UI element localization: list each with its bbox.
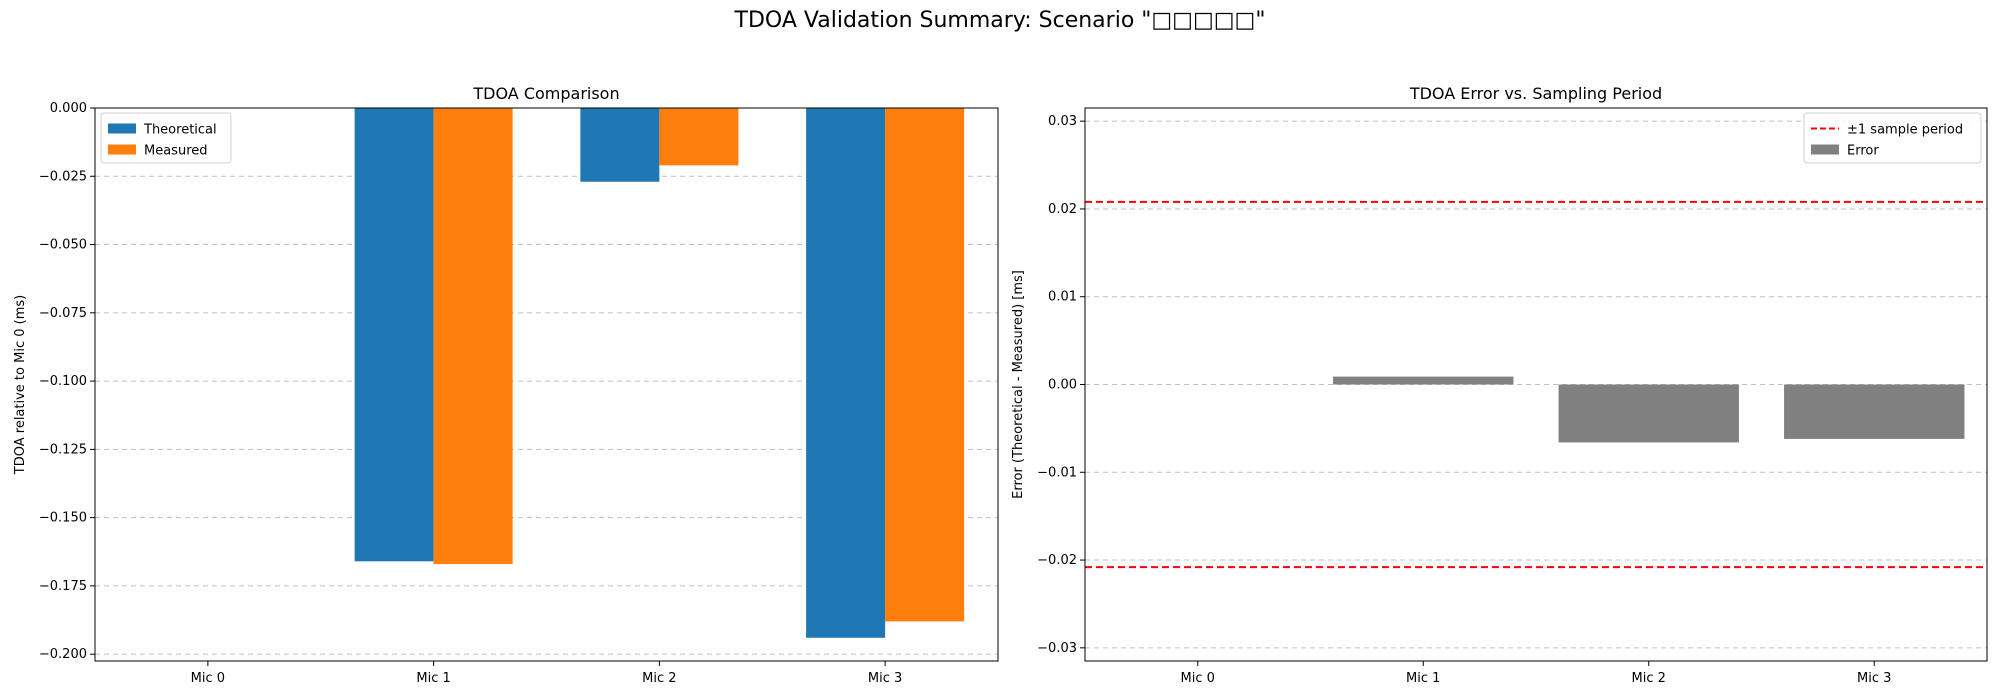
chart-title: TDOA Error vs. Sampling Period	[1409, 84, 1662, 103]
y-tick-label: 0.03	[1048, 114, 1077, 129]
y-tick-label: −0.125	[39, 442, 87, 457]
x-tick-label: Mic 3	[1857, 671, 1891, 686]
x-tick-label: Mic 3	[868, 671, 902, 686]
y-axis-label: Error (Theoretical - Measured) [ms]	[1011, 270, 1026, 499]
y-tick-label: 0.01	[1048, 290, 1077, 305]
y-tick-label: 0.00	[1048, 378, 1077, 393]
legend-swatch	[108, 123, 136, 134]
legend-box	[1803, 112, 1982, 164]
y-tick-label: −0.075	[39, 306, 87, 321]
y-tick-label: −0.175	[39, 579, 87, 594]
y-axis-label: TDOA relative to Mic 0 (ms)	[13, 295, 28, 475]
y-tick-label: −0.025	[39, 169, 87, 184]
y-tick-label: −0.03	[1037, 641, 1077, 656]
bar-error-mic-3	[1784, 384, 1965, 439]
bar-theoretical-mic-2	[580, 108, 660, 182]
bar-measured-mic-1	[433, 108, 513, 565]
legend-label: Error	[1847, 144, 1879, 159]
y-tick-label: −0.01	[1037, 465, 1077, 480]
legend-label: Measured	[144, 144, 208, 159]
y-tick-label: −0.050	[39, 238, 87, 253]
legend-label: ±1 sample period	[1847, 123, 1963, 138]
x-tick-label: Mic 0	[191, 671, 225, 686]
x-tick-label: Mic 2	[642, 671, 676, 686]
y-tick-label: 0.000	[50, 101, 87, 116]
figure-title: TDOA Validation Summary: Scenario "□□□□□…	[734, 8, 1266, 33]
bar-measured-mic-2	[659, 108, 739, 166]
legend-swatch	[108, 144, 136, 155]
legend-swatch	[1811, 144, 1839, 155]
y-tick-label: −0.02	[1037, 553, 1077, 568]
y-tick-label: −0.150	[39, 511, 87, 526]
x-tick-label: Mic 1	[416, 671, 450, 686]
bar-theoretical-mic-3	[806, 108, 886, 638]
y-tick-label: −0.100	[39, 374, 87, 389]
x-tick-label: Mic 2	[1632, 671, 1666, 686]
bar-error-mic-1	[1333, 376, 1514, 385]
bar-theoretical-mic-1	[354, 108, 434, 562]
axes-frame	[94, 107, 999, 662]
chart-title: TDOA Comparison	[472, 84, 619, 103]
y-tick-label: 0.02	[1048, 202, 1077, 217]
y-tick-label: −0.200	[39, 647, 87, 662]
legend-label: Theoretical	[143, 123, 217, 138]
bar-error-mic-2	[1558, 384, 1739, 443]
x-tick-label: Mic 1	[1406, 671, 1440, 686]
bar-measured-mic-3	[885, 108, 965, 622]
x-tick-label: Mic 0	[1181, 671, 1215, 686]
